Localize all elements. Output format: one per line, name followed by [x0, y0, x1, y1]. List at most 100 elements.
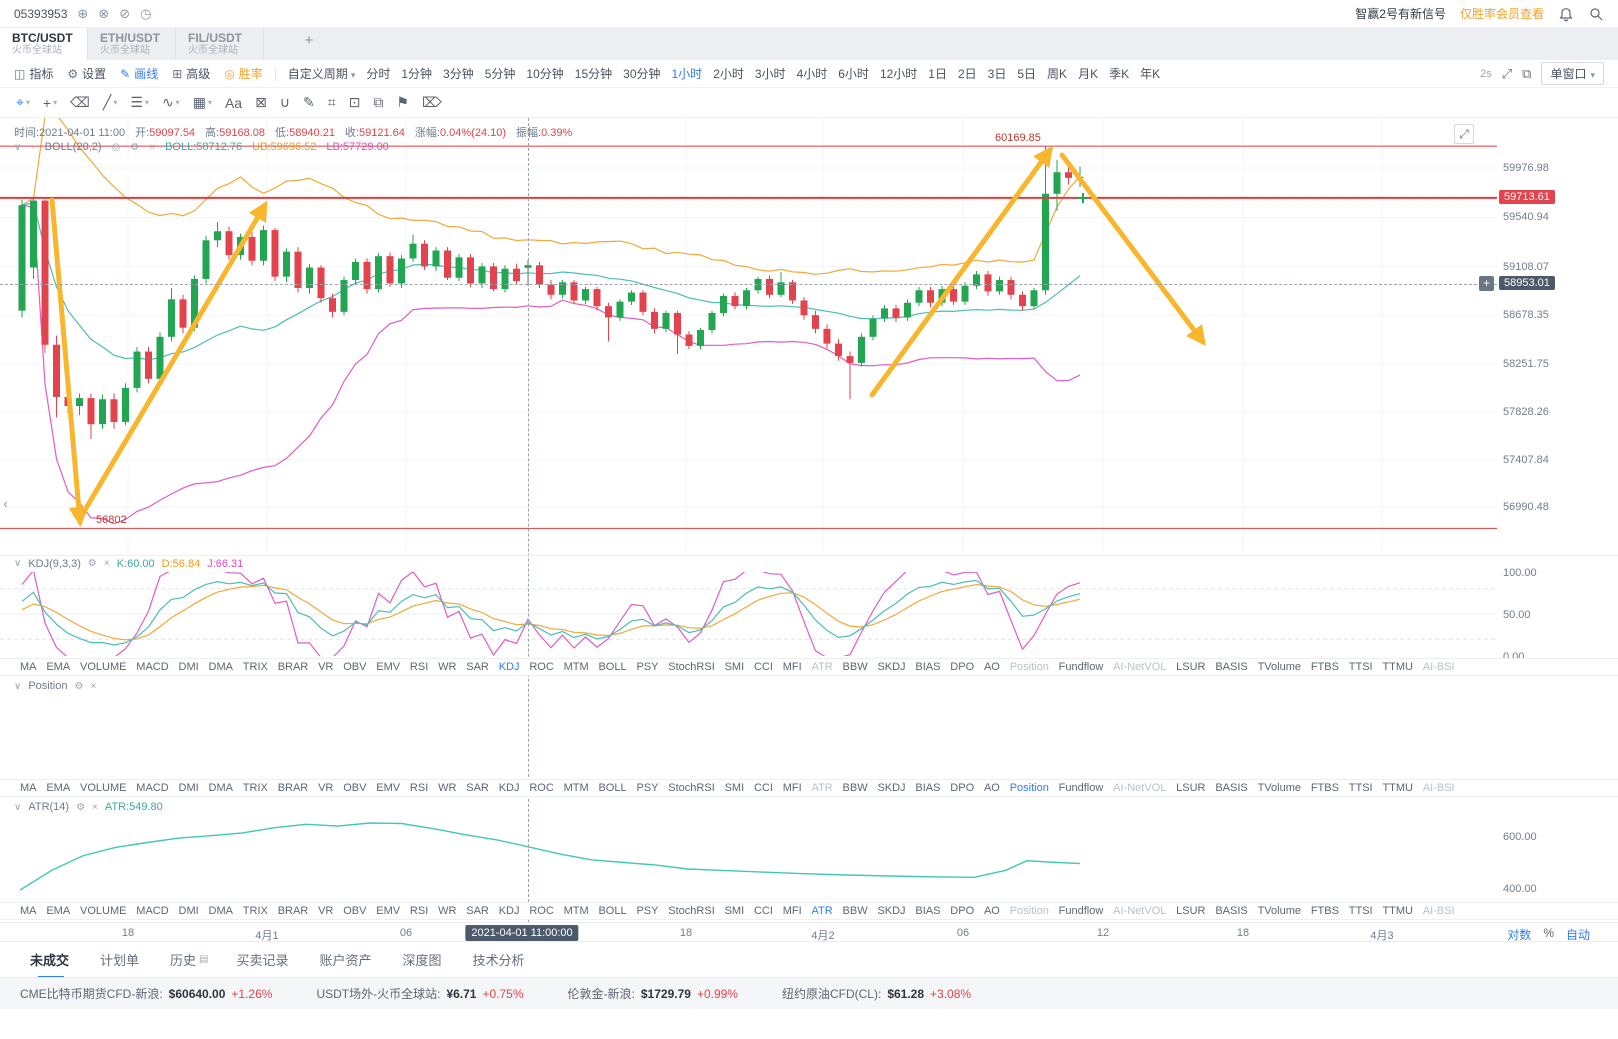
delete-icon[interactable]: ⌦: [421, 94, 442, 110]
indicator-psy[interactable]: PSY: [636, 782, 659, 794]
indicator-fundflow[interactable]: Fundflow: [1058, 782, 1104, 794]
indicator-trix[interactable]: TRIX: [242, 661, 268, 673]
price-axis[interactable]: 59976.98 59540.94 59108.07 58678.35 58251.75…: [1497, 118, 1618, 553]
draw-button[interactable]: ✎ 画线: [120, 66, 159, 82]
indicator-basis[interactable]: BASIS: [1215, 782, 1248, 794]
timeframe-button[interactable]: 30分钟: [623, 67, 661, 81]
indicator-psy[interactable]: PSY: [636, 661, 659, 673]
indicator-tvolume[interactable]: TVolume: [1257, 782, 1301, 794]
timeframe-button[interactable]: 季K: [1109, 67, 1130, 81]
mute-icon[interactable]: ⊗: [98, 5, 110, 21]
indicator-obv[interactable]: OBV: [343, 782, 367, 794]
tab-fil-usdt[interactable]: FIL/USDT 火币全球站: [176, 28, 264, 60]
indicator-dmi[interactable]: DMI: [178, 782, 199, 794]
timeframe-button[interactable]: 1日: [928, 67, 947, 81]
indicator-bbw[interactable]: BBW: [842, 905, 868, 917]
indicator-volume[interactable]: VOLUME: [80, 782, 127, 794]
indicator-bias[interactable]: BIAS: [915, 661, 941, 673]
pen-icon[interactable]: ✎: [303, 94, 315, 110]
close-icon[interactable]: ×: [90, 680, 97, 692]
indicator-basis[interactable]: BASIS: [1215, 905, 1248, 917]
clock-icon[interactable]: ◷: [140, 5, 152, 21]
bell-icon[interactable]: [1558, 6, 1574, 22]
collapse-caret-icon[interactable]: ∨: [14, 680, 22, 692]
indicator-stochrsi[interactable]: StochRSI: [668, 905, 715, 917]
tab-btc-usdt[interactable]: BTC/USDT 火币全球站: [0, 28, 88, 60]
indicator-ttsi[interactable]: TTSI: [1348, 661, 1373, 673]
indicator-trix[interactable]: TRIX: [242, 782, 268, 794]
indicator-stochrsi[interactable]: StochRSI: [668, 782, 715, 794]
indicator-cci[interactable]: CCI: [753, 905, 773, 917]
indicator-sar[interactable]: SAR: [466, 905, 489, 917]
indicator-ema[interactable]: EMA: [46, 782, 71, 794]
text-tool-icon[interactable]: Aa: [224, 94, 243, 111]
indicator-roc[interactable]: ROC: [529, 905, 554, 917]
signal-members-link[interactable]: 仅胜率会员查看: [1459, 7, 1544, 21]
axis-option[interactable]: 自动: [1565, 928, 1590, 942]
indicator-volume[interactable]: VOLUME: [80, 661, 127, 673]
indicator-bbw[interactable]: BBW: [842, 782, 868, 794]
timeframe-button[interactable]: 5分钟: [484, 67, 516, 81]
indicator-ai-netvol[interactable]: AI-NetVOL: [1113, 905, 1167, 917]
indicator-boll[interactable]: BOLL: [598, 661, 627, 673]
indicator-fundflow[interactable]: Fundflow: [1058, 905, 1104, 917]
tab-plan-orders[interactable]: 计划单: [100, 953, 140, 968]
indicator-boll[interactable]: BOLL: [598, 782, 627, 794]
indicator-kdj[interactable]: KDJ: [498, 782, 520, 794]
crosshair-icon[interactable]: ⌖: [16, 94, 30, 111]
indicator-obv[interactable]: OBV: [343, 905, 367, 917]
indicator-button[interactable]: ◫ 指标: [14, 66, 54, 82]
indicator-atr[interactable]: ATR: [811, 905, 833, 917]
timeframe-button[interactable]: 4小时: [796, 67, 828, 81]
indicator-ma[interactable]: MA: [20, 905, 37, 917]
measure-icon[interactable]: ⌗: [327, 94, 336, 110]
add-order-button[interactable]: +: [1479, 276, 1494, 292]
indicator-bias[interactable]: BIAS: [915, 905, 941, 917]
indicator-atr[interactable]: ATR: [811, 782, 833, 794]
eraser-icon[interactable]: ⌫: [70, 94, 90, 110]
indicator-ai-netvol[interactable]: AI-NetVOL: [1113, 661, 1167, 673]
copy-icon[interactable]: ⧉: [373, 94, 384, 110]
timeframe-button[interactable]: 1小时: [671, 67, 703, 81]
pattern-icon[interactable]: ⊠: [255, 94, 267, 110]
close-icon[interactable]: ×: [149, 141, 156, 153]
forbid-icon[interactable]: ⊘: [119, 5, 131, 21]
indicator-macd[interactable]: MACD: [136, 661, 169, 673]
indicator-ao[interactable]: AO: [983, 661, 1000, 673]
add-symbol-tab-button[interactable]: +: [304, 32, 314, 49]
USDT场外-火币全球站:[interactable]: USDT场外-火币全球站: ¥6.71 +0.75%: [316, 986, 524, 1002]
eye-icon[interactable]: ◎: [111, 141, 121, 153]
indicator-tvolume[interactable]: TVolume: [1257, 661, 1301, 673]
timeframe-button[interactable]: 月K: [1078, 67, 1099, 81]
indicator-volume[interactable]: VOLUME: [80, 905, 127, 917]
indicator-ttmu[interactable]: TTMU: [1382, 782, 1413, 794]
indicator-lsur[interactable]: LSUR: [1176, 905, 1206, 917]
indicator-brar[interactable]: BRAR: [277, 782, 309, 794]
timeframe-button[interactable]: 分时: [366, 67, 391, 81]
tab-trade-records[interactable]: 买卖记录: [236, 953, 289, 968]
indicator-skdj[interactable]: SKDJ: [877, 782, 906, 794]
indicator-smi[interactable]: SMI: [724, 661, 745, 673]
indicator-ai-bsi[interactable]: AI-BSI: [1422, 782, 1455, 794]
indicator-boll[interactable]: BOLL: [598, 905, 627, 917]
indicator-ai-bsi[interactable]: AI-BSI: [1422, 661, 1455, 673]
indicator-skdj[interactable]: SKDJ: [877, 661, 906, 673]
indicator-mtm[interactable]: MTM: [563, 905, 589, 917]
trend-line-icon[interactable]: ╱: [103, 94, 117, 111]
timeframe-button[interactable]: 1分钟: [401, 67, 433, 81]
indicator-ftbs[interactable]: FTBS: [1310, 661, 1339, 673]
axis-option[interactable]: 对数: [1507, 928, 1532, 942]
伦敦金-新浪:[interactable]: 伦敦金-新浪: $1729.79 +0.99%: [567, 986, 738, 1002]
wave-icon[interactable]: ∿: [162, 94, 180, 111]
close-icon[interactable]: ×: [103, 558, 110, 569]
indicator-position[interactable]: Position: [1009, 782, 1049, 794]
indicator-dma[interactable]: DMA: [208, 782, 233, 794]
timeframe-button[interactable]: 12小时: [879, 67, 918, 81]
CME比特币期货CFD-新浪:[interactable]: CME比特币期货CFD-新浪: $60640.00 +1.26%: [20, 986, 273, 1002]
timeframe-button[interactable]: 15分钟: [574, 67, 613, 81]
indicator-dmi[interactable]: DMI: [178, 905, 199, 917]
popout-icon[interactable]: ⧉: [1522, 65, 1532, 81]
indicator-dpo[interactable]: DPO: [950, 782, 975, 794]
window-mode-select[interactable]: 单窗口: [1541, 62, 1604, 85]
atr-pane[interactable]: [0, 816, 1497, 900]
